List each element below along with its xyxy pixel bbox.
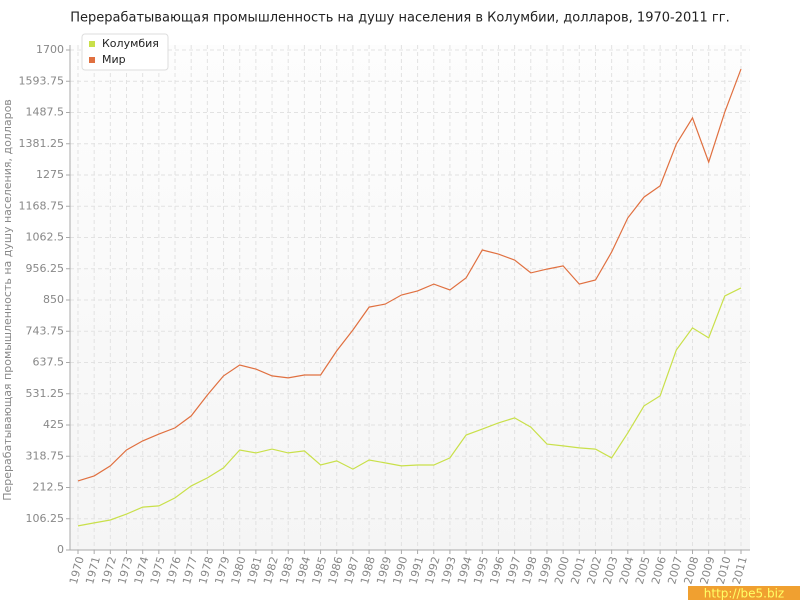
y-tick-label: 743.75 xyxy=(26,324,65,337)
legend-box xyxy=(81,33,169,71)
y-tick-label: 1593.75 xyxy=(19,74,65,87)
chart-title: Перерабатывающая промышленность на душу … xyxy=(70,11,729,26)
y-tick-label: 1168.75 xyxy=(19,199,65,212)
legend-label: Колумбия xyxy=(102,37,159,50)
y-tick-label: 531.25 xyxy=(26,387,65,400)
y-tick-label: 212.5 xyxy=(33,481,65,494)
y-tick-label: 1487.5 xyxy=(26,106,65,119)
y-tick-label: 425 xyxy=(43,418,64,431)
legend-swatch xyxy=(89,57,95,63)
series-line xyxy=(77,68,742,482)
y-axis-title: Перерабатывающая промышленность на душу … xyxy=(1,99,14,501)
y-tick-label: 1700 xyxy=(36,43,64,56)
legend-swatch xyxy=(89,41,95,47)
y-tick-label: 0 xyxy=(57,543,64,556)
y-tick-label: 1062.5 xyxy=(26,231,65,244)
watermark-bg xyxy=(688,586,800,600)
y-tick-label: 956.25 xyxy=(26,262,65,275)
plot-area xyxy=(70,45,750,550)
legend-label: Мир xyxy=(102,53,126,66)
y-tick-label: 106.25 xyxy=(26,512,65,525)
y-tick-label: 1381.25 xyxy=(19,137,65,150)
y-tick-label: 1275 xyxy=(36,168,64,181)
watermark: http://be5.biz xyxy=(704,587,784,600)
y-tick-label: 318.75 xyxy=(26,449,65,462)
y-tick-label: 637.5 xyxy=(33,356,65,369)
y-tick-label: 850 xyxy=(43,293,64,306)
series-line xyxy=(77,287,742,527)
